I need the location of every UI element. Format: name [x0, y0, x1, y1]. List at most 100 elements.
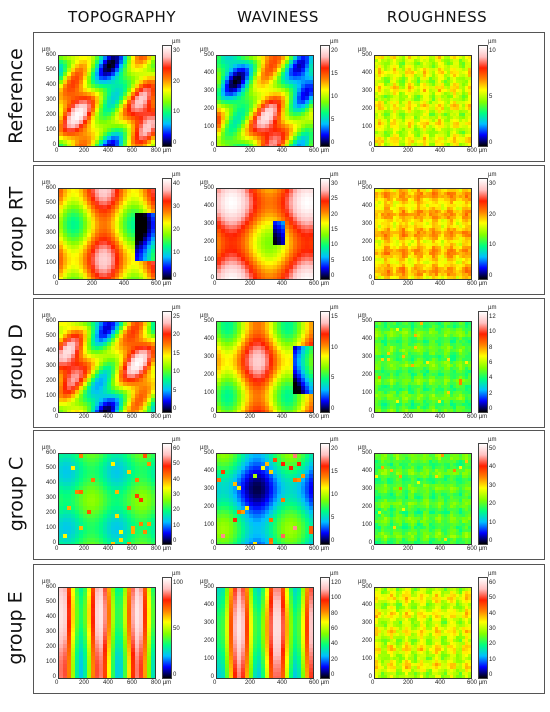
x-tick-label: 600 µm [467, 281, 488, 287]
y-tick-label: 100 [45, 127, 56, 133]
group-row: µm 600 500 400 300 200 100 0 0 200 400 600 800 µm µm 3… [33, 32, 545, 162]
y-tick-label: 400 [45, 480, 56, 486]
y-tick-label: 500 [45, 465, 56, 471]
x-tick-label: 200 [403, 148, 414, 154]
colorbar-tick-label: 50 [489, 446, 496, 452]
colorbar-tick-label: 40 [173, 181, 180, 187]
colorbar-tick-label: 20 [489, 501, 496, 508]
roughness-panel: µm 500 400 300 200 100 0 0 200 400 600 µm µm 50 40 30 2… [354, 431, 510, 559]
y-tick-label: 300 [45, 363, 56, 369]
y-tick-label: 0 [210, 674, 214, 680]
colorbar-tick-label: 60 [489, 580, 496, 586]
y-tick-label: 0 [210, 540, 214, 546]
y-tick-label: 400 [361, 70, 372, 76]
colorbar-unit-label: µm [488, 437, 497, 443]
x-tick-label: 600 µm [467, 148, 488, 154]
colorbar-tick-label: 20 [331, 211, 338, 218]
heatmap-surface [217, 588, 313, 678]
y-tick-label: 600 [45, 318, 56, 324]
colorbar [162, 178, 172, 280]
waviness-panel: µm 500 400 300 200 100 0 0 200 400 600 µm µm 120 100 8… [196, 565, 352, 693]
roughness-heatmap [374, 188, 472, 280]
colorbar-unit-label: µm [330, 305, 339, 311]
x-tick-label: 400 [435, 546, 446, 552]
colorbar-tick-label: 5 [331, 515, 335, 521]
colorbar-unit-label: µm [172, 437, 181, 443]
x-tick-label: 200 [79, 680, 90, 686]
x-tick-label: 400 [103, 546, 114, 552]
x-tick-label: 0 [213, 414, 217, 420]
colorbar-tick-label: 10 [331, 492, 338, 498]
colorbar [162, 45, 172, 147]
colorbar-tick-label: 20 [489, 211, 496, 218]
y-tick-label: 200 [45, 378, 56, 384]
y-tick-label: 400 [361, 203, 372, 209]
colorbar-unit-label: µm [488, 39, 497, 45]
y-tick-label: 200 [203, 106, 214, 112]
column-header-roughness: ROUGHNESS [386, 8, 488, 26]
x-tick-label: 400 [277, 148, 288, 154]
y-tick-label: 200 [45, 510, 56, 516]
colorbar-unit-label: µm [172, 305, 181, 311]
x-tick-label: 600 µm [467, 680, 488, 686]
colorbar-tick-label: 0 [173, 140, 177, 146]
colorbar-tick-label: 5 [489, 94, 493, 100]
row-label: Reference [0, 32, 32, 160]
y-tick-label: 200 [45, 112, 56, 118]
x-tick-label: 0 [213, 281, 217, 287]
x-tick-label: 400 [435, 680, 446, 686]
topography-heatmap [58, 587, 156, 679]
group-row: µm 600 500 400 300 200 100 0 0 200 400 600 800 µm µm 1… [33, 564, 545, 694]
y-unit-label: µm [42, 313, 51, 319]
colorbar-tick-label: 0 [173, 538, 177, 544]
roughness-heatmap [374, 587, 472, 679]
colorbar-tick-label: 10 [489, 519, 496, 526]
y-tick-label: 600 [45, 450, 56, 456]
y-tick-label: 0 [368, 275, 372, 281]
y-tick-label: 500 [361, 318, 372, 324]
colorbar-unit-label: µm [330, 571, 339, 577]
colorbar-tick-label: 100 [331, 595, 342, 602]
y-tick-label: 200 [203, 504, 214, 510]
row-label-text: group RT [5, 186, 27, 272]
waviness-heatmap [216, 55, 314, 147]
x-tick-label: 400 [277, 546, 288, 552]
colorbar-unit-label: µm [330, 39, 339, 45]
x-tick-label: 0 [55, 546, 59, 552]
group-row: µm 600 500 400 300 200 100 0 0 200 400 600 800 µm µm 2… [33, 298, 545, 428]
y-tick-label: 300 [45, 495, 56, 501]
y-tick-label: 200 [361, 239, 372, 245]
heatmap-surface [217, 189, 313, 279]
y-tick-label: 300 [203, 221, 214, 227]
x-tick-label: 200 [245, 281, 256, 287]
row-label: group C [0, 430, 32, 558]
x-tick-label: 600 µm [309, 680, 330, 686]
y-tick-label: 400 [361, 468, 372, 474]
heatmap-surface [375, 189, 471, 279]
colorbar-tick-label: 40 [331, 641, 338, 648]
colorbar-tick-label: 20 [489, 641, 496, 648]
y-tick-label: 0 [368, 540, 372, 546]
colorbar-unit-label: µm [172, 39, 181, 45]
y-tick-label: 100 [203, 124, 214, 130]
colorbar-tick-label: 60 [331, 626, 338, 632]
colorbar-tick-label: 50 [489, 595, 496, 602]
waviness-heatmap [216, 453, 314, 545]
y-tick-label: 400 [45, 614, 56, 620]
group-row: µm 600 500 400 300 200 100 0 0 200 400 600 800 µm µm 6… [33, 430, 545, 560]
y-unit-label: µm [358, 47, 367, 53]
y-tick-label: 200 [361, 504, 372, 510]
x-tick-label: 600 [127, 546, 138, 552]
y-tick-label: 500 [361, 450, 372, 456]
x-tick-label: 0 [371, 546, 375, 552]
y-unit-label: µm [42, 579, 51, 585]
colorbar-tick-label: 20 [331, 446, 338, 452]
y-tick-label: 200 [45, 245, 56, 251]
colorbar-tick-label: 10 [331, 242, 338, 249]
colorbar-tick-label: 8 [489, 344, 493, 351]
x-tick-label: 400 [119, 281, 130, 287]
colorbar [162, 311, 172, 413]
colorbar-tick-label: 30 [489, 626, 496, 632]
colorbar [320, 45, 330, 147]
x-tick-label: 200 [245, 148, 256, 154]
